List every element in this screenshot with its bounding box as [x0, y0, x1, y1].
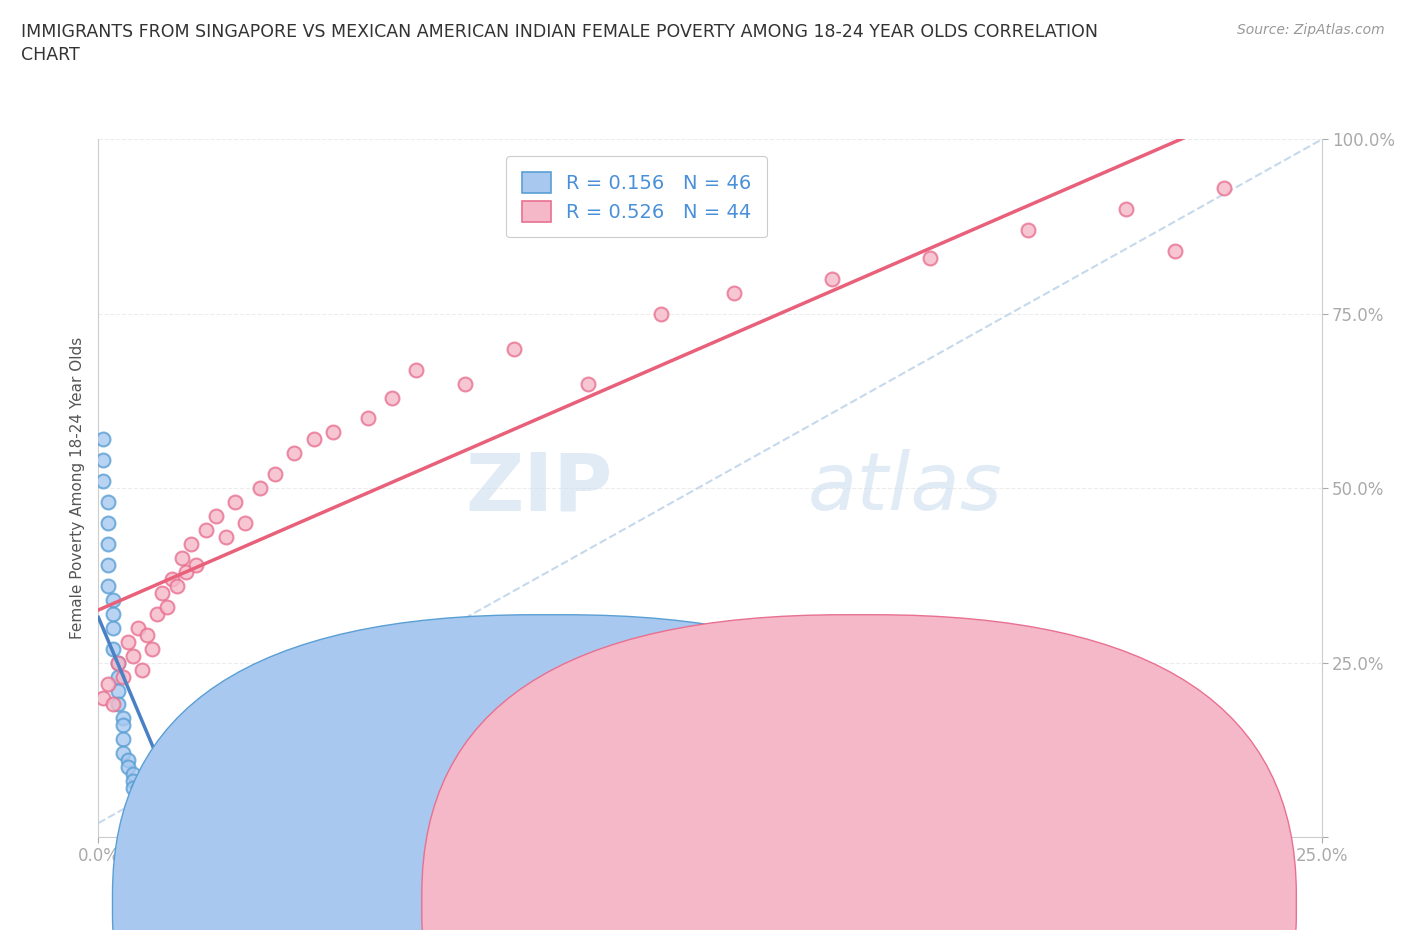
- Point: [186, 558, 208, 573]
- Point: [136, 794, 159, 809]
- Point: [180, 823, 202, 837]
- Point: [233, 515, 256, 530]
- Point: [121, 648, 143, 663]
- Point: [97, 537, 120, 551]
- Point: [107, 655, 129, 670]
- Point: [97, 495, 120, 510]
- Point: [146, 809, 169, 824]
- Point: [322, 425, 344, 440]
- Point: [97, 676, 120, 691]
- Point: [233, 830, 256, 844]
- Point: [111, 732, 134, 747]
- Point: [127, 781, 149, 796]
- Point: [821, 272, 844, 286]
- Point: [180, 537, 202, 551]
- Point: [136, 628, 159, 643]
- Point: [381, 391, 404, 405]
- Point: [209, 830, 232, 844]
- Point: [166, 578, 188, 593]
- Point: [920, 251, 942, 266]
- Text: Immigrants from Singapore: Immigrants from Singapore: [572, 896, 783, 910]
- Point: [111, 746, 134, 761]
- Point: [141, 802, 163, 817]
- Point: [156, 600, 179, 615]
- Point: [97, 515, 120, 530]
- Point: [263, 467, 285, 482]
- Text: Mexican American Indians: Mexican American Indians: [882, 896, 1083, 910]
- Point: [1017, 223, 1039, 238]
- Point: [107, 683, 129, 698]
- Legend: R = 0.156   N = 46, R = 0.526   N = 44: R = 0.156 N = 46, R = 0.526 N = 44: [506, 156, 768, 237]
- Point: [205, 509, 228, 524]
- Text: Source: ZipAtlas.com: Source: ZipAtlas.com: [1237, 23, 1385, 37]
- Point: [1115, 202, 1137, 217]
- Point: [91, 432, 114, 447]
- Point: [107, 698, 129, 712]
- Point: [195, 823, 218, 837]
- Point: [454, 376, 477, 391]
- Point: [91, 453, 114, 468]
- Point: [107, 670, 129, 684]
- Point: [723, 286, 745, 300]
- Point: [160, 571, 183, 587]
- Point: [150, 809, 173, 824]
- Point: [283, 445, 305, 460]
- Point: [249, 481, 271, 496]
- Point: [160, 816, 183, 830]
- Point: [150, 586, 173, 601]
- Point: [166, 816, 188, 830]
- Point: [101, 606, 124, 621]
- Point: [107, 655, 129, 670]
- Point: [101, 592, 124, 607]
- Point: [503, 341, 526, 356]
- Point: [356, 411, 378, 426]
- Point: [195, 523, 218, 538]
- Point: [141, 642, 163, 657]
- Point: [214, 530, 236, 545]
- Point: [111, 718, 134, 733]
- Point: [141, 809, 163, 824]
- Point: [91, 474, 114, 489]
- Point: [91, 690, 114, 705]
- Point: [101, 642, 124, 657]
- Point: [127, 620, 149, 635]
- Point: [101, 698, 124, 712]
- Point: [186, 823, 208, 837]
- Point: [121, 781, 143, 796]
- Point: [131, 788, 153, 803]
- Point: [219, 830, 242, 844]
- Point: [1212, 180, 1234, 196]
- Point: [136, 802, 159, 817]
- Point: [224, 495, 246, 510]
- Point: [176, 565, 198, 579]
- Y-axis label: Female Poverty Among 18-24 Year Olds: Female Poverty Among 18-24 Year Olds: [69, 338, 84, 640]
- Point: [1164, 244, 1187, 259]
- Point: [170, 823, 193, 837]
- Point: [650, 307, 672, 322]
- Point: [127, 788, 149, 803]
- Text: ZIP: ZIP: [465, 449, 612, 527]
- Point: [131, 662, 153, 677]
- Point: [121, 766, 143, 781]
- Text: CHART: CHART: [21, 46, 80, 64]
- Point: [111, 670, 134, 684]
- Point: [97, 578, 120, 593]
- Point: [146, 606, 169, 621]
- Point: [156, 816, 179, 830]
- Point: [170, 551, 193, 565]
- Point: [101, 620, 124, 635]
- Point: [131, 794, 153, 809]
- Text: atlas: atlas: [808, 449, 1002, 527]
- Point: [117, 753, 139, 768]
- Point: [97, 558, 120, 573]
- Point: [111, 711, 134, 725]
- Point: [117, 634, 139, 649]
- Point: [576, 376, 599, 391]
- Text: IMMIGRANTS FROM SINGAPORE VS MEXICAN AMERICAN INDIAN FEMALE POVERTY AMONG 18-24 : IMMIGRANTS FROM SINGAPORE VS MEXICAN AME…: [21, 23, 1098, 41]
- Point: [117, 760, 139, 775]
- Point: [121, 774, 143, 789]
- Point: [200, 823, 222, 837]
- Point: [302, 432, 325, 447]
- Point: [405, 362, 427, 378]
